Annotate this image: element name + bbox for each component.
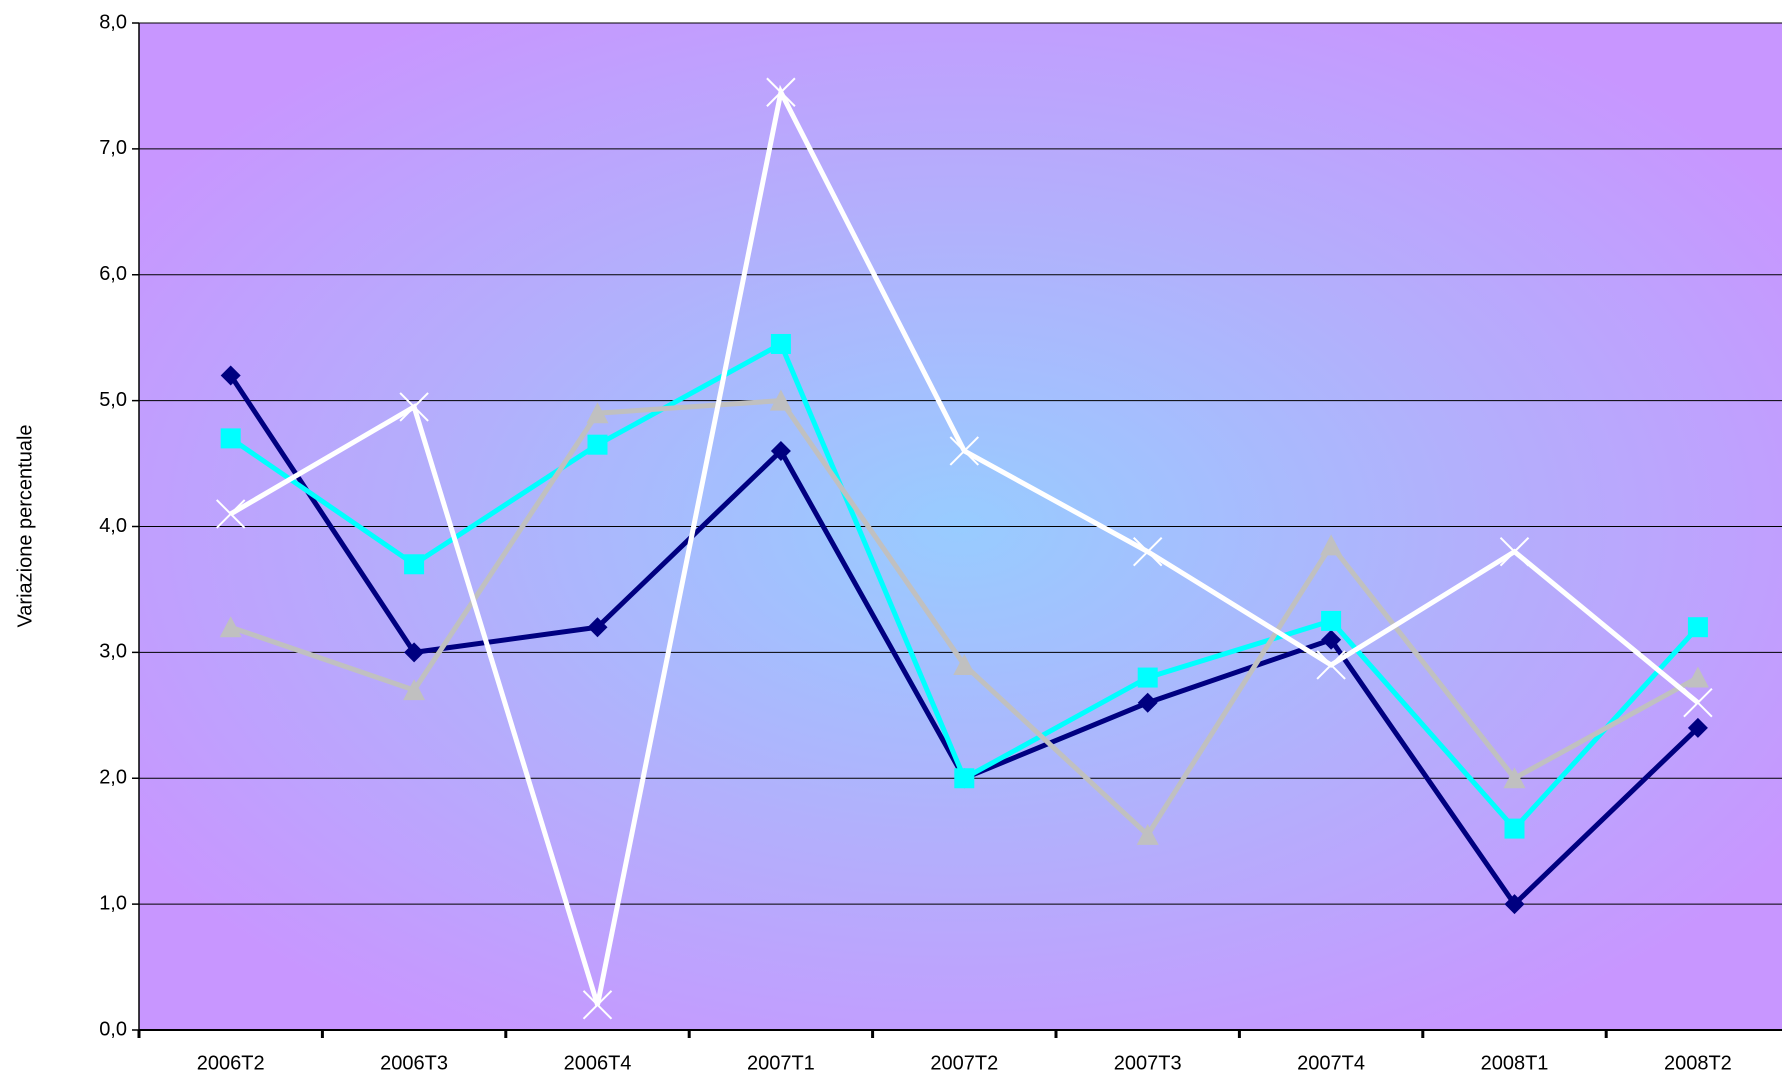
x-tick-label: 2006T3 — [380, 1052, 448, 1074]
marker — [215, 499, 246, 529]
marker — [770, 333, 791, 354]
marker — [399, 392, 429, 422]
marker — [1687, 717, 1708, 738]
marker — [1503, 767, 1526, 789]
marker — [1132, 536, 1163, 567]
marker — [1137, 692, 1158, 713]
y-tick-label: 1,0 — [99, 892, 127, 914]
y-tick-label: 0,0 — [99, 1018, 127, 1040]
marker — [1320, 534, 1343, 556]
marker — [1686, 666, 1709, 688]
marker — [403, 679, 426, 701]
x-tick-label: 2008T1 — [1481, 1052, 1549, 1074]
marker — [766, 77, 796, 107]
marker — [219, 616, 242, 638]
marker — [587, 434, 608, 455]
marker — [587, 617, 608, 638]
x-tick-label: 2008T2 — [1664, 1052, 1732, 1074]
y-tick-label: 2,0 — [99, 767, 127, 789]
marker — [1683, 688, 1713, 718]
y-axis-label: Variazione percentuale — [14, 424, 36, 627]
marker — [582, 990, 613, 1020]
y-tick-label: 3,0 — [99, 641, 127, 663]
marker — [1321, 610, 1342, 631]
y-tick-label: 8,0 — [99, 11, 127, 33]
marker — [1687, 617, 1708, 638]
x-tick-label: 2007T1 — [747, 1052, 815, 1074]
x-tick-label: 2006T4 — [564, 1052, 632, 1074]
x-tick-label: 2007T3 — [1114, 1052, 1182, 1074]
marker — [1504, 894, 1525, 915]
marker — [404, 554, 425, 575]
marker — [949, 436, 980, 466]
marker — [1137, 667, 1158, 688]
y-tick-label: 7,0 — [99, 137, 127, 159]
marker — [1321, 629, 1342, 650]
y-tick-label: 6,0 — [99, 263, 127, 285]
marker — [1136, 823, 1159, 845]
x-tick-label: 2007T4 — [1297, 1052, 1365, 1074]
marker — [1499, 536, 1530, 567]
marker — [769, 389, 792, 411]
marker — [1316, 650, 1346, 680]
marker — [220, 428, 241, 449]
marker — [220, 365, 241, 386]
y-tick-label: 5,0 — [99, 389, 127, 411]
marker — [770, 440, 791, 461]
x-tick-label: 2007T2 — [930, 1052, 998, 1074]
marker — [954, 768, 975, 789]
y-tick-label: 4,0 — [99, 515, 127, 537]
x-tick-label: 2006T2 — [197, 1052, 265, 1074]
marker — [1504, 818, 1525, 839]
marker — [953, 653, 976, 675]
marker — [404, 642, 425, 663]
marker — [586, 402, 609, 424]
